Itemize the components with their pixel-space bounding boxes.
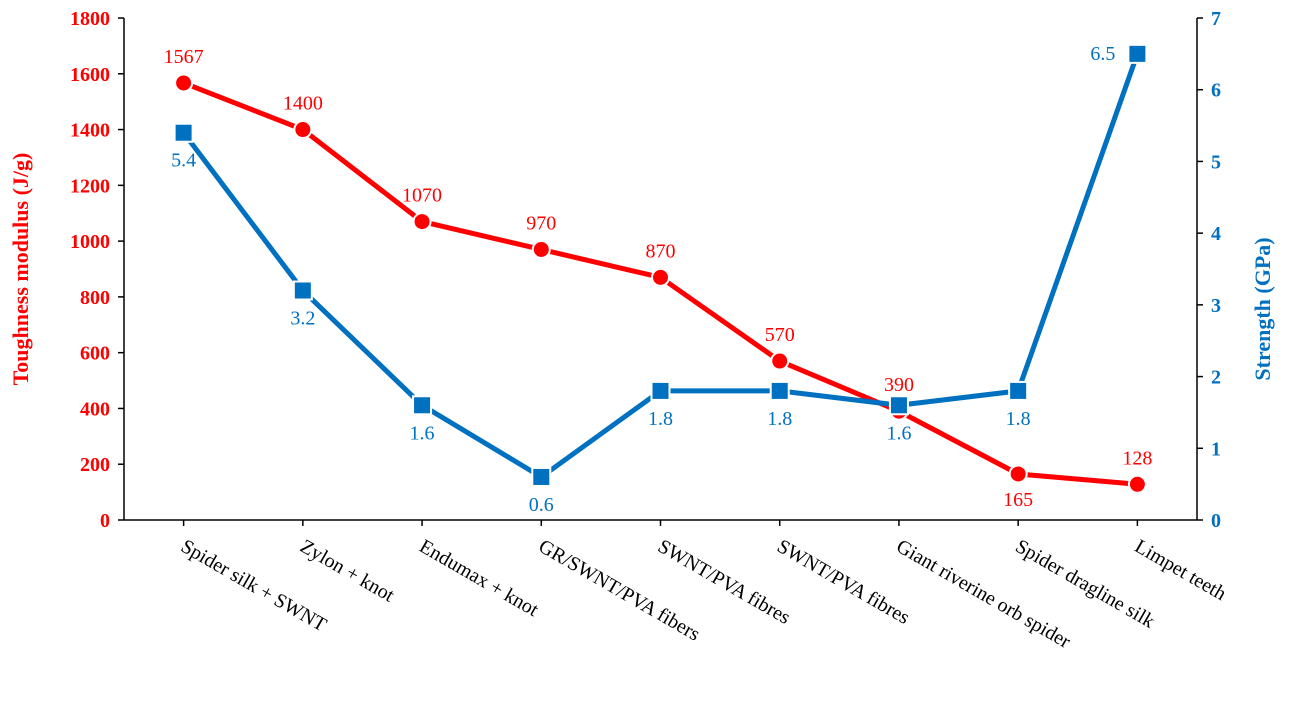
right-tick-label: 7 [1211, 8, 1221, 30]
strength-point [888, 395, 909, 416]
series-markers [173, 43, 1148, 494]
toughness-point [412, 212, 432, 232]
category-label: Endumax + knot [416, 535, 543, 621]
strength-data-label: 1.6 [410, 422, 435, 444]
strength-data-label: 0.6 [529, 494, 554, 516]
toughness-point [1008, 464, 1028, 484]
toughness-point [174, 73, 194, 93]
left-tick-label: 1400 [70, 120, 110, 142]
left-tick-label: 1200 [70, 175, 110, 197]
category-label: Limpet teeth [1131, 535, 1230, 605]
strength-data-label: 5.4 [171, 150, 196, 172]
left-tick-label: 1600 [70, 64, 110, 86]
right-tick-label: 4 [1211, 223, 1221, 245]
left-tick-label: 1800 [70, 8, 110, 30]
strength-point [650, 380, 671, 401]
strength-point [292, 280, 313, 301]
strength-point [412, 395, 433, 416]
toughness-data-label: 1070 [402, 185, 442, 207]
left-tick-label: 200 [80, 454, 110, 476]
strength-point [769, 380, 790, 401]
data-labels: 1567 1400 1070 970 870 570 390 165 128 5.4 3.2 1.6 0… [164, 43, 1153, 516]
toughness-point [651, 267, 670, 287]
strength-data-label: 1.6 [886, 422, 911, 444]
strength-data-label: 3.2 [290, 308, 315, 330]
strength-point [173, 122, 194, 143]
toughness-point [531, 239, 551, 259]
left-axis-title: Toughness modulus (J/g) [8, 153, 33, 386]
left-tick-label: 600 [80, 343, 110, 365]
right-tick-label: 6 [1211, 80, 1221, 102]
toughness-data-label: 870 [646, 240, 676, 262]
toughness-point [770, 351, 790, 371]
toughness-data-label: 1400 [283, 93, 323, 115]
toughness-point [293, 120, 313, 140]
right-tick-label: 5 [1211, 151, 1221, 173]
left-tick-label: 800 [80, 287, 110, 309]
strength-data-label: 1.8 [767, 408, 792, 430]
right-tick-label: 3 [1211, 295, 1221, 317]
left-tick-label: 0 [100, 510, 110, 532]
toughness-data-label: 970 [526, 212, 556, 234]
left-tick-label: 400 [80, 398, 110, 420]
toughness-data-label: 1567 [164, 46, 204, 68]
right-tick-label: 1 [1211, 438, 1221, 460]
strength-point [531, 466, 552, 487]
toughness-data-label: 165 [1003, 489, 1033, 511]
right-axis-title: Strength (GPa) [1250, 237, 1275, 380]
strength-data-label: 1.8 [1006, 408, 1031, 430]
category-label: Zylon + knot [296, 535, 398, 607]
left-tick-label: 1000 [70, 231, 110, 253]
strength-point [1008, 380, 1029, 401]
category-label: SWNT/PVA fibres [773, 535, 913, 629]
strength-data-label: 1.8 [648, 408, 673, 430]
toughness-data-label: 128 [1122, 447, 1152, 469]
toughness-point [1127, 474, 1147, 494]
strength-data-label: 6.5 [1090, 43, 1115, 65]
right-tick-label: 0 [1211, 510, 1221, 532]
strength-point [1127, 43, 1148, 64]
right-tick-label: 2 [1211, 367, 1221, 389]
toughness-data-label: 390 [884, 374, 914, 396]
toughness-data-label: 570 [765, 324, 795, 346]
